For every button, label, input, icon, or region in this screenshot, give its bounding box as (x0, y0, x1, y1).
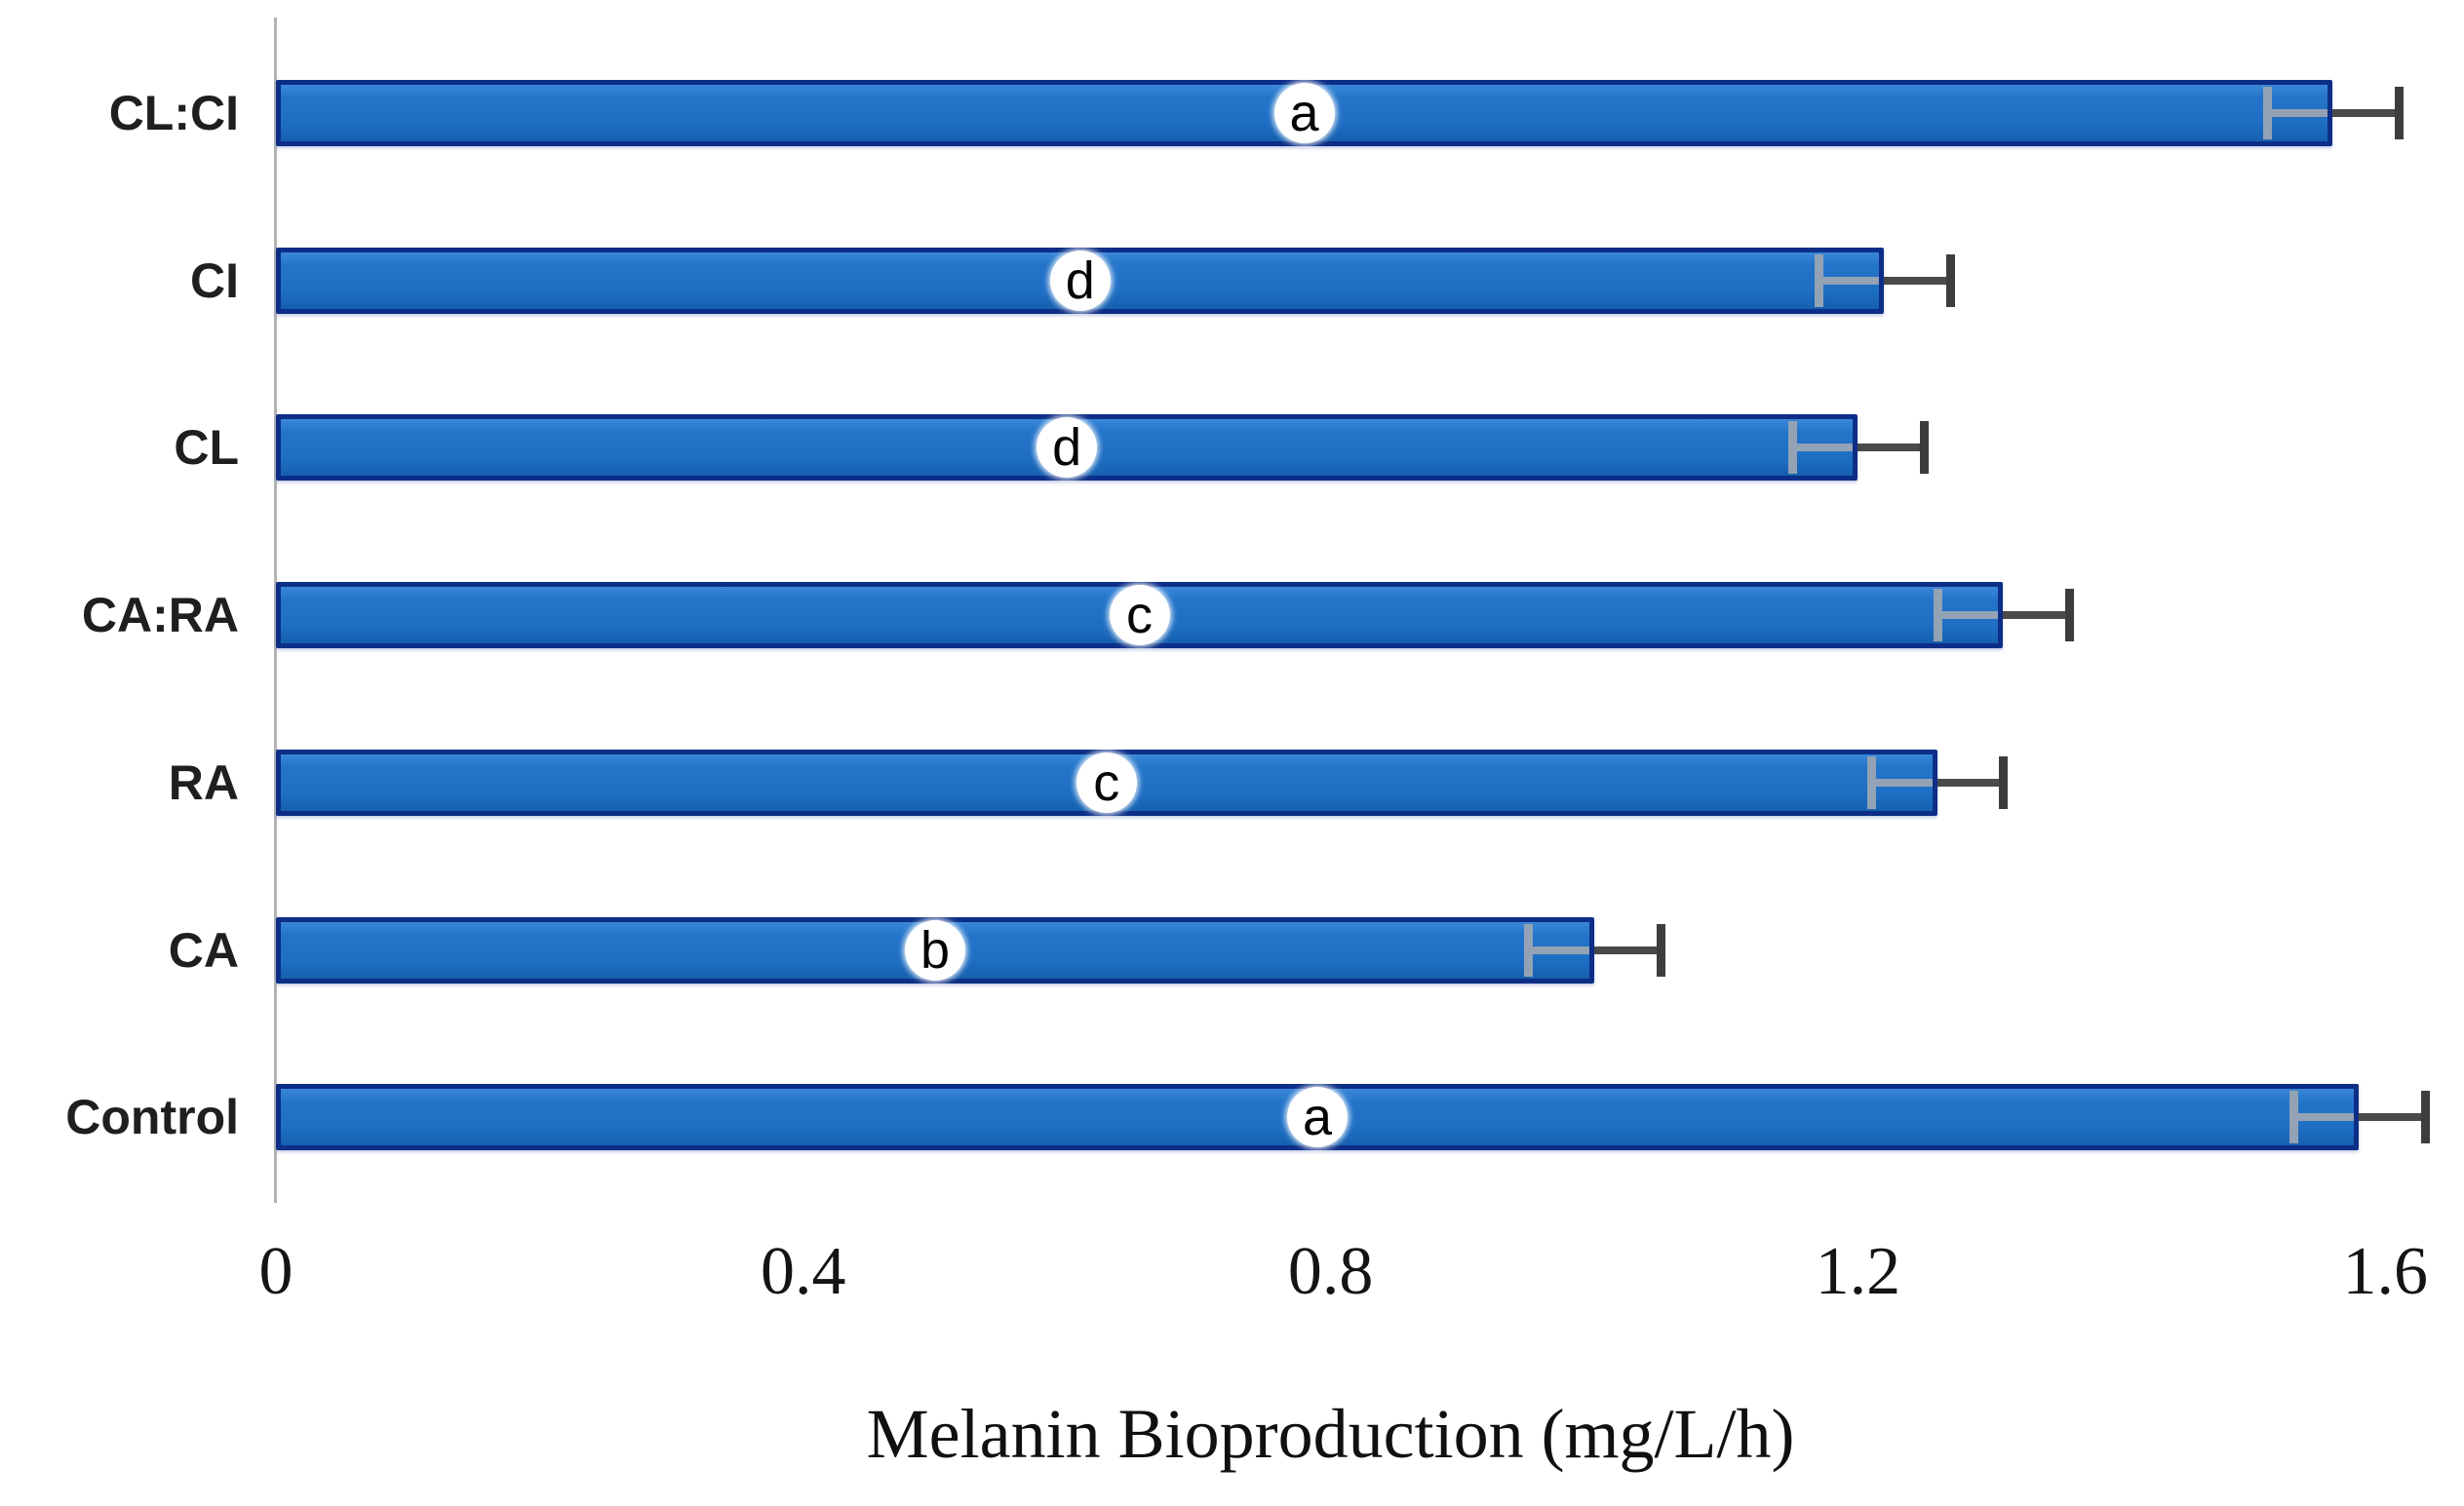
error-bar-left-cap (1524, 923, 1534, 977)
error-bar-outer-segment (1936, 778, 2004, 787)
error-bar-right-cap (1946, 253, 1956, 307)
error-bar-left-cap (1787, 421, 1797, 475)
error-bar-outer-segment (2003, 611, 2069, 620)
error-bar-inner-segment (2292, 1113, 2355, 1122)
error-bar-right-cap (1656, 923, 1665, 977)
error-bar-outer-segment (1858, 444, 1924, 452)
category-label: Control (65, 1090, 239, 1145)
error-bar-left-cap (2262, 87, 2272, 139)
category-label: RA (168, 754, 239, 810)
error-bar-inner-segment (1818, 276, 1880, 285)
error-bar-right-cap (2064, 589, 2074, 642)
category-label: CL:CI (108, 86, 239, 140)
error-bar-inner-segment (2266, 109, 2328, 117)
significance-letter-badge: c (1109, 585, 1170, 646)
error-bar-right-cap (2420, 1091, 2430, 1144)
error-bar-inner-segment (1528, 946, 1589, 954)
error-bar-left-cap (2288, 1091, 2298, 1144)
x-tick-label: 1.6 (2342, 1234, 2428, 1309)
error-bar-outer-segment (1884, 276, 1951, 285)
significance-letter-badge: a (1273, 83, 1335, 143)
error-bar-inner-segment (1791, 444, 1854, 452)
category-label: CA:RA (81, 588, 239, 643)
error-bar-right-cap (1920, 421, 1929, 475)
significance-letter-badge: a (1287, 1087, 1349, 1148)
error-bar-inner-segment (1870, 778, 1933, 787)
category-label: CL (174, 420, 239, 476)
error-bar-right-cap (2394, 87, 2404, 139)
x-tick-label: 1.2 (1815, 1234, 1901, 1309)
x-tick-label: 0.4 (761, 1234, 846, 1309)
error-bar-left-cap (1933, 589, 1942, 642)
significance-letter-badge: d (1049, 250, 1111, 311)
category-label: CI (190, 252, 239, 308)
significance-letter-badge: c (1076, 752, 1137, 813)
error-bar-outer-segment (1594, 946, 1661, 954)
error-bar-inner-segment (1936, 611, 1999, 620)
x-tick-label: 0 (258, 1234, 293, 1309)
x-axis-title: Melanin Bioproduction (mg/L/h) (866, 1395, 1795, 1473)
x-tick-label: 0.8 (1287, 1234, 1374, 1309)
significance-letter-badge: d (1036, 417, 1098, 479)
error-bar-right-cap (1999, 755, 2009, 809)
y-axis-line (274, 18, 277, 1203)
error-bar-left-cap (1814, 253, 1823, 307)
error-bar-left-cap (1866, 755, 1876, 809)
error-bar-outer-segment (2359, 1113, 2425, 1122)
error-bar-outer-segment (2332, 109, 2399, 117)
category-label: CA (168, 922, 239, 978)
significance-letter-badge: b (905, 919, 965, 981)
